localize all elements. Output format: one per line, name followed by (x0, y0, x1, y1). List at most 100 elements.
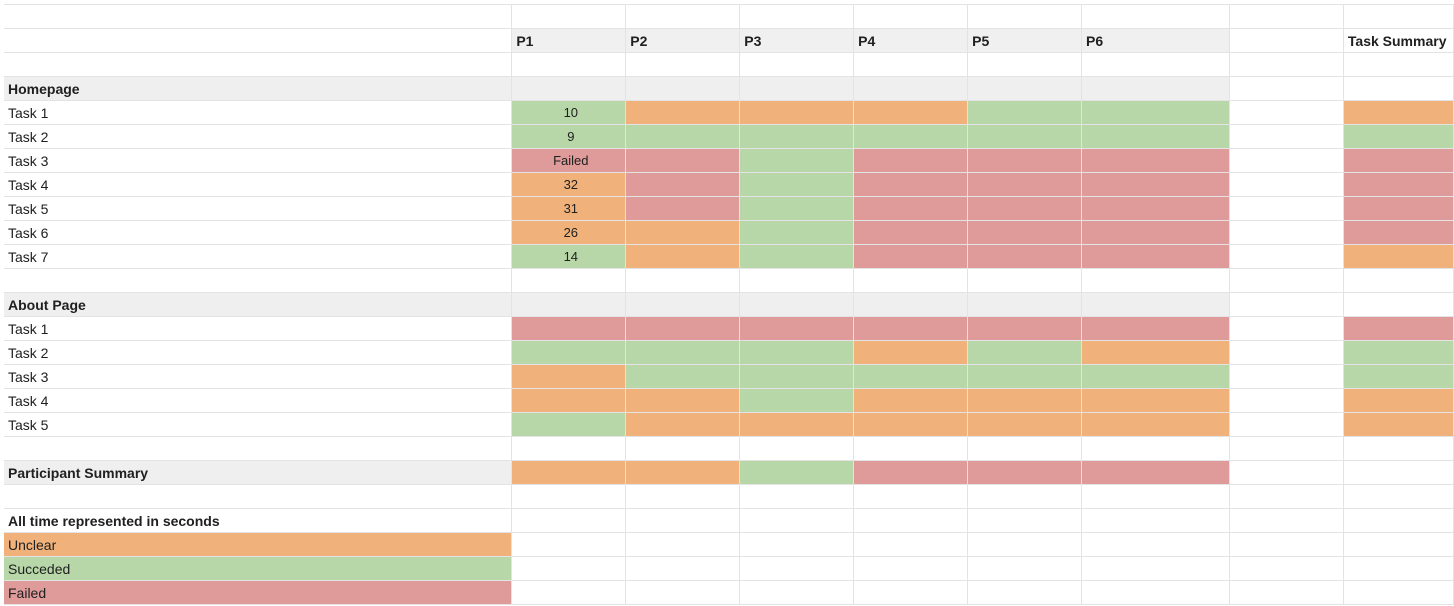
empty-cell[interactable] (511, 436, 627, 461)
spacer-cell[interactable] (1229, 220, 1344, 245)
empty-cell[interactable] (1229, 484, 1344, 509)
empty-cell[interactable] (511, 556, 627, 581)
empty-cell[interactable] (625, 268, 741, 293)
empty-cell[interactable] (511, 268, 627, 293)
participant-header-p3[interactable]: P3 (739, 28, 855, 53)
section-header-cell[interactable] (853, 292, 969, 317)
result-cell-p3[interactable] (739, 196, 855, 221)
result-cell-p1[interactable]: 31 (511, 196, 627, 221)
spacer-cell[interactable] (1229, 172, 1344, 197)
empty-cell[interactable] (1081, 4, 1230, 29)
empty-cell[interactable] (625, 4, 741, 29)
section-header-cell[interactable] (511, 76, 627, 101)
spacer-cell[interactable] (1229, 100, 1344, 125)
empty-cell[interactable] (625, 508, 741, 533)
empty-cell[interactable] (511, 52, 627, 77)
empty-cell[interactable] (967, 484, 1083, 509)
result-cell-p4[interactable] (853, 412, 969, 437)
empty-cell[interactable] (1081, 52, 1230, 77)
spacer-cell[interactable] (1229, 124, 1344, 149)
empty-cell[interactable] (853, 580, 969, 605)
task-summary-cell[interactable] (1343, 196, 1454, 221)
participant-header-p5[interactable]: P5 (967, 28, 1083, 53)
empty-cell[interactable] (4, 4, 513, 29)
task-label[interactable]: Task 4 (4, 172, 513, 197)
result-cell-p4[interactable] (853, 100, 969, 125)
legend-note[interactable]: All time represented in seconds (4, 508, 513, 533)
spacer-cell[interactable] (1229, 364, 1344, 389)
task-label[interactable]: Task 3 (4, 148, 513, 173)
result-cell-p4[interactable] (853, 388, 969, 413)
empty-cell[interactable] (511, 532, 627, 557)
empty-cell[interactable] (1229, 532, 1344, 557)
empty-cell[interactable] (967, 508, 1083, 533)
result-cell-p3[interactable] (739, 388, 855, 413)
section-header-cell[interactable] (853, 76, 969, 101)
empty-cell[interactable] (967, 580, 1083, 605)
empty-cell[interactable] (1081, 508, 1230, 533)
participant-header-p1[interactable]: P1 (511, 28, 627, 53)
result-cell-p6[interactable] (1081, 172, 1230, 197)
participant-summary-p4[interactable] (853, 460, 969, 485)
empty-cell[interactable] (4, 436, 513, 461)
empty-cell[interactable] (511, 580, 627, 605)
result-cell-p2[interactable] (625, 316, 741, 341)
empty-cell[interactable] (1081, 532, 1230, 557)
empty-cell[interactable] (1343, 580, 1454, 605)
empty-cell[interactable] (1343, 508, 1454, 533)
result-cell-p3[interactable] (739, 340, 855, 365)
result-cell-p3[interactable] (739, 148, 855, 173)
section-header-cell[interactable] (511, 292, 627, 317)
result-cell-p5[interactable] (967, 364, 1083, 389)
empty-cell[interactable] (1081, 436, 1230, 461)
empty-cell[interactable] (511, 484, 627, 509)
empty-cell[interactable] (1229, 580, 1344, 605)
result-cell-p1[interactable]: 14 (511, 244, 627, 269)
section-title[interactable]: Homepage (4, 76, 513, 101)
result-cell-p4[interactable] (853, 244, 969, 269)
result-cell-p6[interactable] (1081, 220, 1230, 245)
result-cell-p5[interactable] (967, 412, 1083, 437)
participant-summary-label[interactable]: Participant Summary (4, 460, 513, 485)
result-cell-p3[interactable] (739, 364, 855, 389)
empty-cell[interactable] (739, 436, 855, 461)
task-label[interactable]: Task 3 (4, 364, 513, 389)
result-cell-p3[interactable] (739, 412, 855, 437)
result-cell-p2[interactable] (625, 412, 741, 437)
empty-cell[interactable] (739, 52, 855, 77)
empty-cell[interactable] (511, 508, 627, 533)
empty-cell[interactable] (1343, 556, 1454, 581)
empty-cell[interactable] (853, 532, 969, 557)
result-cell-p6[interactable] (1081, 316, 1230, 341)
participant-summary-p6[interactable] (1081, 460, 1230, 485)
spacer-cell[interactable] (1229, 340, 1344, 365)
empty-cell[interactable] (4, 268, 513, 293)
result-cell-p1[interactable] (511, 364, 627, 389)
result-cell-p5[interactable] (967, 172, 1083, 197)
task-label[interactable]: Task 5 (4, 412, 513, 437)
section-header-cell[interactable] (625, 292, 741, 317)
empty-cell[interactable] (1229, 4, 1344, 29)
task-summary-cell[interactable] (1343, 340, 1454, 365)
task-summary-cell[interactable] (1343, 316, 1454, 341)
empty-cell[interactable] (1343, 268, 1454, 293)
result-cell-p6[interactable] (1081, 100, 1230, 125)
spacer-cell[interactable] (1229, 412, 1344, 437)
task-summary-cell[interactable] (1343, 244, 1454, 269)
result-cell-p1[interactable]: Failed (511, 148, 627, 173)
empty-cell[interactable] (625, 484, 741, 509)
section-header-cell[interactable] (967, 292, 1083, 317)
result-cell-p1[interactable]: 9 (511, 124, 627, 149)
empty-cell[interactable] (1081, 580, 1230, 605)
result-cell-p2[interactable] (625, 340, 741, 365)
result-cell-p2[interactable] (625, 124, 741, 149)
task-label[interactable]: Task 6 (4, 220, 513, 245)
result-cell-p5[interactable] (967, 388, 1083, 413)
empty-cell[interactable] (1343, 436, 1454, 461)
result-cell-p4[interactable] (853, 196, 969, 221)
empty-cell[interactable] (1343, 52, 1454, 77)
empty-cell[interactable] (511, 4, 627, 29)
result-cell-p1[interactable] (511, 316, 627, 341)
result-cell-p1[interactable] (511, 340, 627, 365)
empty-cell[interactable] (1229, 436, 1344, 461)
